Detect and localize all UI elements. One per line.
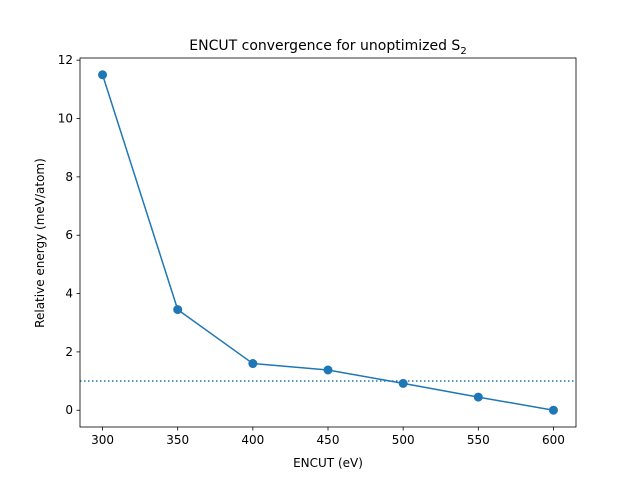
x-tick-label: 550 [467,433,490,447]
x-tick-label: 500 [392,433,415,447]
data-point [98,70,108,80]
x-tick-label: 450 [317,433,340,447]
data-point [548,405,558,415]
series-layer [98,70,558,415]
data-point [173,305,183,315]
data-point [323,365,333,375]
x-tick-label: 300 [91,433,114,447]
chart-title: ENCUT convergence for unoptimized S2 [189,38,466,57]
data-point [248,359,258,369]
x-tick-label: 400 [241,433,264,447]
x-axis-label: ENCUT (eV) [293,456,363,470]
y-tick-label: 8 [65,170,73,184]
y-tick-label: 4 [65,287,73,301]
data-point [398,378,408,388]
x-tick-label: 600 [542,433,565,447]
axes-layer: 300 350 400 450 500 550 600 0 2 4 6 8 10 12 [58,53,577,447]
x-tick-label: 350 [166,433,189,447]
y-tick-label: 2 [65,345,73,359]
y-tick-label: 6 [65,228,73,242]
y-tick-label: 10 [58,112,73,126]
y-tick-label: 12 [58,53,73,67]
y-tick-label: 0 [65,403,73,417]
data-point [473,392,483,402]
y-axis-label: Relative energy (meV/atom) [33,158,47,328]
